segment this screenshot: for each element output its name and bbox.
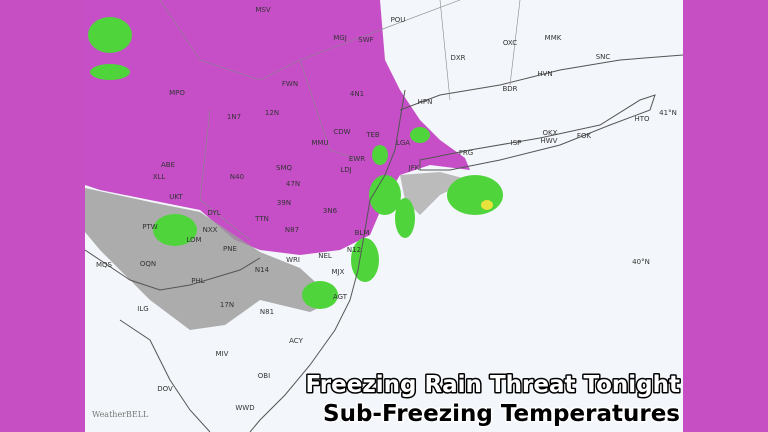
mixed-precip-area xyxy=(400,172,470,215)
latitude-label: 40°N xyxy=(632,258,650,266)
station-label: DOV xyxy=(157,385,173,393)
station-label: ACY xyxy=(289,337,303,345)
station-label: NXX xyxy=(203,226,218,234)
station-label: 12N xyxy=(265,109,279,117)
station-label: MMU xyxy=(311,139,328,147)
station-label: N12 xyxy=(347,246,361,254)
station-label: LGA xyxy=(396,139,410,147)
station-label: HVN xyxy=(537,70,552,78)
station-label: 47N xyxy=(286,180,300,188)
station-label: FWN xyxy=(282,80,298,88)
station-label: XLL xyxy=(153,173,166,181)
heavy-rain-core xyxy=(481,200,493,210)
station-label: SNC xyxy=(596,53,611,61)
coastline xyxy=(399,54,684,111)
station-label: N87 xyxy=(285,226,299,234)
station-label: MJX xyxy=(332,268,345,276)
station-label: MIV xyxy=(216,350,229,358)
map: MSV MGJ SWF POU DXR OXC MMK SNC HVN BDR … xyxy=(84,0,684,432)
station-label: AGT xyxy=(333,293,348,301)
station-label: CDW xyxy=(333,128,350,136)
station-label: MQS xyxy=(96,261,113,269)
station-label: PHL xyxy=(191,277,204,285)
station-label: LOM xyxy=(186,236,201,244)
station-label: JFK xyxy=(408,164,420,172)
station-label: WWD xyxy=(235,404,254,412)
station-label: 17N xyxy=(220,301,234,309)
logo: WeatherBELL xyxy=(92,410,149,419)
station-label: BLM xyxy=(355,229,370,237)
station-label: 39N xyxy=(277,199,291,207)
station-label: EWR xyxy=(349,155,365,163)
station-label: FRG xyxy=(459,149,473,157)
station-label: DXR xyxy=(450,54,465,62)
station-label: MGJ xyxy=(333,34,347,42)
station-label: OBI xyxy=(258,372,270,380)
long-island xyxy=(419,94,656,171)
station-label: N40 xyxy=(230,173,244,181)
station-label: 4N1 xyxy=(350,90,364,98)
station-label: PTW xyxy=(142,223,157,231)
station-label: N14 xyxy=(255,266,270,274)
station-label: MPO xyxy=(169,89,185,97)
station-label: SMQ xyxy=(276,164,292,172)
latitude-label: 41°N xyxy=(659,109,677,117)
station-labels: MSV MGJ SWF POU DXR OXC MMK SNC HVN BDR … xyxy=(96,6,650,412)
river xyxy=(84,249,261,291)
station-label: ILG xyxy=(137,305,148,313)
station-label: 1N7 xyxy=(227,113,241,121)
mixed-precip-area xyxy=(85,188,335,330)
station-label: ISP xyxy=(511,139,522,147)
station-label: TTN xyxy=(254,215,269,223)
station-label: MSV xyxy=(255,6,270,14)
station-label: 3N6 xyxy=(323,207,338,215)
station-label: TEB xyxy=(365,131,380,139)
station-label: HPN xyxy=(418,98,433,106)
station-label: DYL xyxy=(207,209,220,217)
station-label: NEL xyxy=(318,252,332,260)
station-label: ABE xyxy=(161,161,175,169)
caption-line-2: Sub-Freezing Temperatures xyxy=(323,401,680,427)
boundaries xyxy=(159,0,521,241)
station-label: OQN xyxy=(140,260,156,268)
station-label: POU xyxy=(391,16,406,24)
station-label: BDR xyxy=(502,85,517,93)
rain-areas xyxy=(88,17,503,309)
station-label: PNE xyxy=(223,245,237,253)
station-label: HWV xyxy=(541,137,558,145)
station-label: N81 xyxy=(260,308,274,316)
station-label: OKX xyxy=(543,129,558,137)
station-label: OXC xyxy=(503,39,517,47)
station-label: HTO xyxy=(634,115,650,123)
caption-line-1: Freezing Rain Threat Tonight xyxy=(306,372,680,398)
station-label: FOK xyxy=(577,132,592,140)
bay-shore xyxy=(119,319,211,432)
station-label: MMK xyxy=(545,34,562,42)
station-label: SWF xyxy=(358,36,373,44)
coastline xyxy=(249,89,406,432)
station-label: LDJ xyxy=(340,166,351,174)
station-label: WRI xyxy=(286,256,300,264)
station-label: UKT xyxy=(169,193,183,201)
